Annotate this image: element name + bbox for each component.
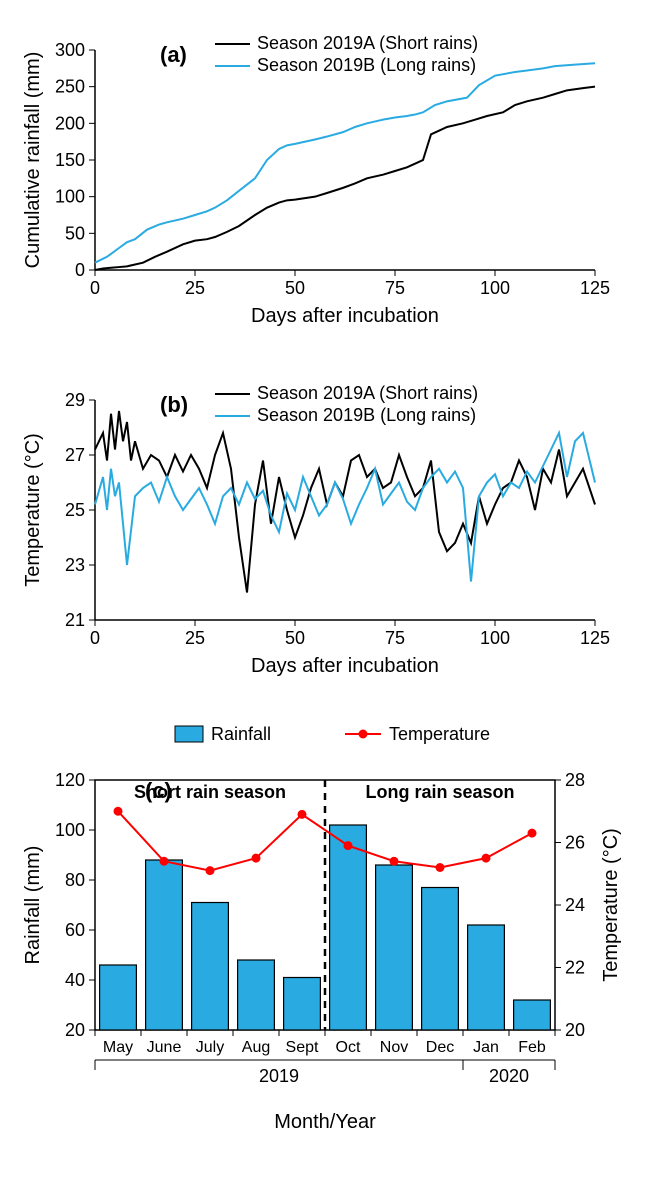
svg-text:125: 125 (580, 628, 610, 648)
svg-text:Season 2019B (Long rains): Season 2019B (Long rains) (257, 55, 476, 75)
svg-text:40: 40 (65, 970, 85, 990)
svg-text:25: 25 (185, 278, 205, 298)
svg-text:0: 0 (90, 628, 100, 648)
svg-text:50: 50 (285, 278, 305, 298)
svg-text:Rainfall (mm): Rainfall (mm) (22, 846, 44, 965)
svg-text:25: 25 (185, 628, 205, 648)
svg-text:0: 0 (90, 278, 100, 298)
svg-text:120: 120 (55, 770, 85, 790)
svg-text:Temperature (°C): Temperature (°C) (22, 433, 44, 587)
svg-text:Season 2019A (Short rains): Season 2019A (Short rains) (257, 33, 478, 53)
svg-text:Season 2019A (Short rains): Season 2019A (Short rains) (257, 383, 478, 403)
svg-text:Long rain season: Long rain season (365, 782, 514, 802)
svg-text:22: 22 (565, 958, 585, 978)
svg-text:June: June (147, 1039, 182, 1056)
svg-text:Days after incubation: Days after incubation (251, 655, 439, 677)
svg-text:Sept: Sept (286, 1039, 319, 1056)
svg-text:24: 24 (565, 895, 585, 915)
svg-text:Feb: Feb (518, 1039, 546, 1056)
svg-text:150: 150 (55, 150, 85, 170)
svg-text:100: 100 (480, 278, 510, 298)
svg-text:50: 50 (285, 628, 305, 648)
svg-text:2019: 2019 (259, 1066, 299, 1086)
svg-text:Jan: Jan (473, 1039, 499, 1056)
svg-text:28: 28 (565, 770, 585, 790)
svg-text:27: 27 (65, 445, 85, 465)
svg-text:Short rain season: Short rain season (134, 782, 286, 802)
svg-text:60: 60 (65, 920, 85, 940)
svg-text:July: July (196, 1039, 224, 1056)
svg-text:Cumulative rainfall (mm): Cumulative rainfall (mm) (22, 52, 44, 269)
svg-text:100: 100 (55, 820, 85, 840)
svg-text:200: 200 (55, 113, 85, 133)
svg-text:Month/Year: Month/Year (274, 1111, 376, 1133)
svg-text:(b): (b) (160, 392, 188, 417)
panel-b: 0 25 50 75 100 125 21 23 25 27 29 Days after incuba… (15, 370, 630, 690)
svg-text:Temperature (°C): Temperature (°C) (600, 828, 622, 982)
figure-container: 0255075100125050100150200250300Days afte… (0, 0, 645, 1190)
svg-text:250: 250 (55, 77, 85, 97)
svg-text:Rainfall: Rainfall (211, 724, 271, 744)
svg-text:(a): (a) (160, 42, 187, 67)
svg-text:Temperature: Temperature (389, 724, 490, 744)
svg-text:80: 80 (65, 870, 85, 890)
svg-text:Season 2019B (Long rains): Season 2019B (Long rains) (257, 405, 476, 425)
svg-text:300: 300 (55, 40, 85, 60)
svg-text:75: 75 (385, 628, 405, 648)
panel-c: 20 40 60 80 100 120 20 22 24 26 28 May June July Aug Se… (15, 720, 630, 1150)
svg-text:100: 100 (55, 187, 85, 207)
svg-text:Oct: Oct (336, 1039, 361, 1056)
svg-text:2020: 2020 (489, 1066, 529, 1086)
svg-text:Days after incubation: Days after incubation (251, 305, 439, 327)
svg-text:100: 100 (480, 628, 510, 648)
svg-text:23: 23 (65, 555, 85, 575)
svg-text:Aug: Aug (242, 1039, 270, 1056)
svg-text:125: 125 (580, 278, 610, 298)
svg-text:75: 75 (385, 278, 405, 298)
svg-text:50: 50 (65, 223, 85, 243)
svg-text:Nov: Nov (380, 1039, 408, 1056)
svg-text:Dec: Dec (426, 1039, 454, 1056)
svg-text:May: May (103, 1039, 133, 1056)
svg-text:25: 25 (65, 500, 85, 520)
svg-text:20: 20 (565, 1020, 585, 1040)
svg-text:26: 26 (565, 833, 585, 853)
svg-text:21: 21 (65, 610, 85, 630)
panel-a: 0 25 50 75 100 125 0 50 100 150 200 250 300 Days afte… (15, 20, 630, 340)
svg-text:0: 0 (75, 260, 85, 280)
svg-text:29: 29 (65, 390, 85, 410)
svg-text:20: 20 (65, 1020, 85, 1040)
